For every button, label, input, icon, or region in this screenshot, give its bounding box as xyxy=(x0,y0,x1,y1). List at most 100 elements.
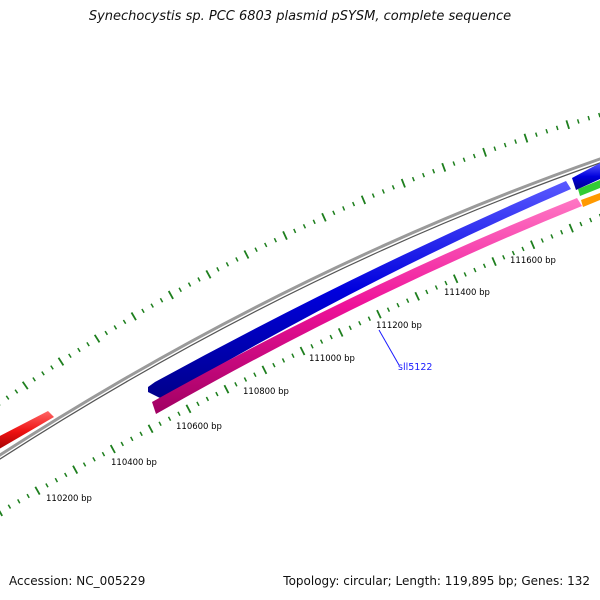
outer-tick xyxy=(159,297,164,303)
outer-tick xyxy=(122,319,127,325)
accession-text: Accession: NC_005229 xyxy=(9,574,146,588)
outer-tick xyxy=(235,257,239,262)
inner-tick xyxy=(425,289,429,295)
inner-tick xyxy=(54,477,59,483)
tick-label-111400: 111400 bp xyxy=(444,288,490,298)
inner-tick xyxy=(82,462,87,467)
inner-tick xyxy=(463,272,467,277)
outer-tick xyxy=(493,146,497,152)
outer-tick xyxy=(130,312,137,321)
outer-tick xyxy=(197,277,201,282)
inner-tick xyxy=(26,493,30,499)
outer-tick xyxy=(205,269,212,279)
inner-tick xyxy=(185,404,192,414)
inner-tick xyxy=(376,309,382,319)
inner-tick xyxy=(139,431,143,437)
inner-tick-track xyxy=(0,213,600,517)
outer-tick xyxy=(482,147,487,157)
tick-label-110600: 110600 bp xyxy=(176,422,222,432)
inner-tick xyxy=(158,421,162,427)
outer-tick xyxy=(273,237,277,243)
gene-green xyxy=(578,180,600,196)
inner-tick xyxy=(473,267,477,273)
inner-tick xyxy=(396,302,400,308)
outer-tick xyxy=(41,371,45,376)
inner-tick xyxy=(167,416,172,422)
outer-tick xyxy=(104,330,109,336)
outer-tick xyxy=(32,377,36,382)
outer-tick xyxy=(523,133,529,143)
inner-tick xyxy=(386,307,391,313)
inner-tick xyxy=(147,424,154,434)
inner-tick xyxy=(502,254,506,260)
gene-blue-forward xyxy=(148,181,571,399)
inner-tick xyxy=(319,339,324,344)
outer-tick xyxy=(14,389,19,394)
inner-tick xyxy=(358,320,362,326)
inner-tick xyxy=(261,365,268,375)
outer-tick xyxy=(254,247,258,253)
inner-tick xyxy=(521,246,525,252)
outer-tick xyxy=(472,153,476,159)
gene-orange xyxy=(581,193,600,207)
outer-tick xyxy=(167,290,174,300)
outer-tick xyxy=(293,228,297,234)
inner-tick xyxy=(491,257,497,267)
gene-label-sll5122[interactable]: sll5122 xyxy=(398,362,432,373)
outer-tick xyxy=(391,185,395,190)
outer-tick xyxy=(225,262,230,267)
outer-tick xyxy=(360,195,367,205)
inner-tick xyxy=(130,436,134,442)
inner-tick xyxy=(205,396,210,402)
outer-tick xyxy=(302,223,307,229)
outer-tick xyxy=(352,201,356,207)
backbone-inner-line xyxy=(0,162,600,460)
outer-tick xyxy=(141,308,145,314)
tick-label-110800: 110800 bp xyxy=(243,387,289,397)
outer-tick xyxy=(462,157,466,163)
inner-tick xyxy=(72,465,79,475)
inner-tick xyxy=(223,384,230,394)
inner-tick xyxy=(64,472,68,478)
inner-tick xyxy=(253,372,257,378)
inner-tick xyxy=(589,217,593,223)
outer-tick xyxy=(576,119,580,124)
inner-tick xyxy=(92,457,96,462)
outer-tick xyxy=(150,303,154,308)
outer-tick xyxy=(312,219,316,225)
inner-tick xyxy=(540,238,544,243)
outer-tick xyxy=(381,189,385,194)
tick-label-111600: 111600 bp xyxy=(510,256,556,266)
outer-tick xyxy=(555,125,559,131)
outer-tick xyxy=(282,231,288,240)
inner-tick xyxy=(0,510,3,517)
inner-tick xyxy=(337,328,344,337)
inner-tick xyxy=(434,285,438,290)
inner-tick xyxy=(7,504,12,509)
inner-tick xyxy=(530,240,536,250)
outer-tick xyxy=(113,325,118,330)
outer-tick xyxy=(86,342,90,347)
inner-tick xyxy=(291,353,295,359)
outer-tick xyxy=(178,287,182,293)
outer-tick xyxy=(77,347,81,353)
outer-tick xyxy=(332,210,336,216)
outer-tick xyxy=(452,161,456,166)
outer-tick xyxy=(243,250,250,259)
inner-tick xyxy=(579,221,583,227)
inner-tick xyxy=(452,274,459,284)
outer-tick xyxy=(68,353,72,359)
inner-tick xyxy=(109,444,116,454)
inner-tick xyxy=(511,250,515,256)
outer-tick xyxy=(57,357,65,366)
inner-tick xyxy=(34,486,41,496)
outer-tick xyxy=(534,132,538,137)
tick-label-110200: 110200 bp xyxy=(46,494,92,504)
outer-tick xyxy=(422,172,425,178)
outer-tick xyxy=(50,365,54,370)
outer-tick xyxy=(21,381,29,390)
gene-red xyxy=(0,411,54,449)
gene-blue-right xyxy=(572,163,600,190)
outer-tick xyxy=(5,395,10,400)
